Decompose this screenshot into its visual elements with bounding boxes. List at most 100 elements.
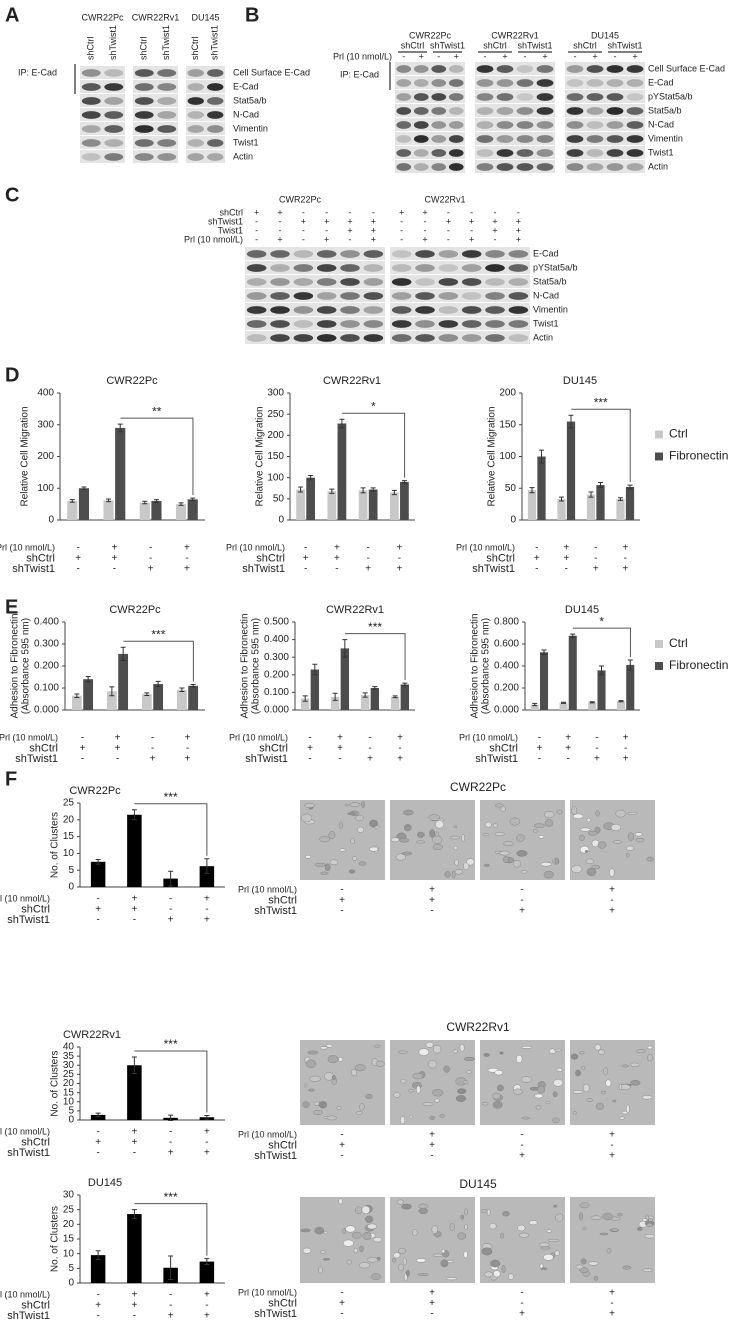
- sign: -: [349, 234, 352, 244]
- cell: [324, 863, 331, 872]
- cell: [457, 1088, 467, 1094]
- sign: -: [338, 754, 341, 765]
- sign: +: [446, 216, 451, 226]
- cell: [425, 1041, 434, 1048]
- error-bar: [560, 701, 566, 704]
- y-tick-label: 5: [68, 1106, 74, 1117]
- cell: [319, 1046, 328, 1050]
- y-tick-label: 150: [499, 419, 516, 430]
- blot-band: [448, 135, 464, 143]
- cell: [349, 802, 361, 807]
- cell: [427, 1060, 438, 1069]
- sign: +: [131, 904, 137, 915]
- y-axis-label: (Absorbance 595 nm): [21, 618, 32, 714]
- significance-bracket: [134, 1050, 208, 1113]
- sign: -: [430, 906, 433, 917]
- error-bar: [109, 686, 115, 697]
- blot-band: [438, 264, 459, 272]
- sign: -: [520, 1288, 523, 1299]
- blot-strip: [475, 146, 555, 159]
- error-bar: [117, 423, 123, 433]
- blot-strip: [395, 160, 465, 173]
- y-axis-label: (Absorbance 595 nm): [251, 618, 262, 714]
- bar: [300, 698, 310, 710]
- blot-band: [104, 83, 124, 91]
- blot-band: [626, 121, 644, 129]
- sign: -: [185, 553, 188, 564]
- sign: +: [429, 885, 435, 896]
- blot-band: [413, 93, 429, 101]
- condition-label: Prl (10 nmol/L): [238, 1287, 297, 1297]
- blot-band: [246, 306, 267, 314]
- blot-strip: [395, 118, 465, 131]
- blot-band: [293, 320, 314, 328]
- y-tick-label: 30: [63, 1190, 75, 1201]
- blot-strip: [565, 146, 645, 159]
- cell: [546, 1101, 551, 1104]
- bar: [327, 491, 337, 520]
- blot-band: [485, 264, 505, 272]
- bar: [90, 1255, 106, 1283]
- cell-line: DU145: [591, 30, 619, 40]
- cell: [535, 1104, 542, 1110]
- y-axis-label: Adhesion to Fibronectin: [470, 613, 481, 718]
- blot-band: [626, 149, 644, 157]
- sign: -: [340, 906, 343, 917]
- sign: +: [609, 1130, 615, 1141]
- bar: [389, 492, 399, 520]
- sign: +: [95, 1300, 101, 1311]
- error-bar: [131, 1209, 137, 1219]
- sign: +: [623, 754, 629, 765]
- cell: [537, 1085, 546, 1094]
- significance: ***: [594, 395, 608, 409]
- sign: -: [610, 1298, 613, 1309]
- cell: [507, 1273, 515, 1280]
- cell: [327, 1055, 339, 1064]
- sign: +: [609, 1288, 615, 1299]
- blot-band: [516, 121, 534, 129]
- blot-band: [508, 264, 529, 272]
- cell: [415, 1085, 421, 1094]
- blot-band: [187, 97, 204, 105]
- y-axis-label: Relative Cell Migration: [255, 406, 266, 506]
- y-tick-label: 0.100: [34, 683, 59, 694]
- blot-band: [134, 111, 154, 119]
- cell: [367, 1256, 378, 1263]
- cell: [336, 1106, 342, 1110]
- cell: [509, 817, 521, 826]
- blot-band: [606, 163, 624, 171]
- sign: +: [150, 754, 156, 765]
- cell: [358, 861, 367, 866]
- cell: [342, 1228, 347, 1234]
- blot-band: [448, 149, 464, 157]
- sign: +: [371, 234, 376, 244]
- sign: -: [81, 733, 84, 744]
- blot-band: [508, 292, 529, 300]
- y-tick-label: 5: [68, 1263, 74, 1274]
- condition-label: shCtrl: [29, 742, 58, 754]
- blot-band: [586, 121, 604, 129]
- sign: -: [149, 553, 152, 564]
- cell: [486, 1209, 491, 1216]
- cell: [300, 1228, 311, 1233]
- blot-row-label: Twist1: [648, 147, 674, 157]
- sign: +: [594, 754, 600, 765]
- blot-band: [536, 149, 554, 157]
- blot-band: [207, 69, 224, 77]
- blot-band: [316, 264, 337, 272]
- condition-label: shTwist1: [15, 753, 58, 765]
- cell: [593, 1275, 599, 1281]
- sign: -: [169, 1290, 172, 1301]
- blot-band: [413, 107, 429, 115]
- sign: -: [325, 225, 328, 235]
- blot-row-label: Actin: [533, 332, 553, 342]
- y-tick-label: 30: [63, 1060, 75, 1071]
- blot-band: [134, 83, 154, 91]
- blot-band: [461, 334, 482, 342]
- significance: *: [599, 614, 604, 628]
- sign: +: [148, 564, 154, 575]
- error-bar: [131, 1056, 137, 1074]
- blot-strip: [565, 90, 645, 103]
- condition-label: Prl (10 nmol/L): [184, 234, 243, 244]
- significance: ***: [164, 1190, 178, 1204]
